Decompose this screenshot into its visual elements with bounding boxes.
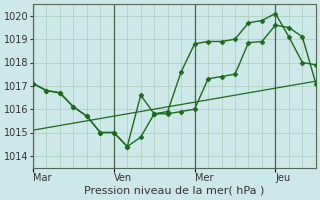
X-axis label: Pression niveau de la mer( hPa ): Pression niveau de la mer( hPa ) (84, 186, 265, 196)
